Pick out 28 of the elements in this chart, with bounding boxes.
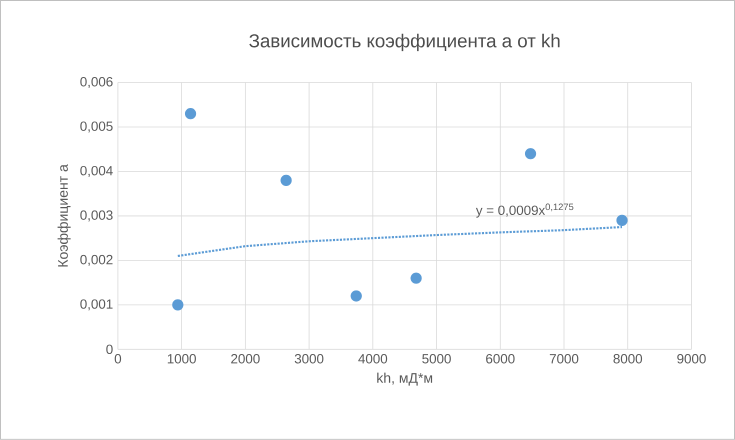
point [184,108,196,120]
x-tick-label: 7000 [550,354,578,364]
x-tick-label: 6000 [486,354,515,364]
x-tick-label: 8000 [613,354,642,364]
x-tick-label: 2000 [231,354,260,364]
point [410,272,422,284]
x-tick-label: 5000 [422,354,451,364]
x-tick-label: 4000 [358,354,388,364]
y-tick-label: 0 [106,344,113,354]
point [524,148,536,160]
y-tick-label: 0,004 [80,166,113,178]
y-tick-label: 0,002 [80,254,113,266]
y-tick-label: 0,003 [80,210,113,222]
point [616,214,628,226]
y-tick-label: 0,006 [80,77,113,88]
x-tick-label: 1000 [168,354,196,364]
y-tick-label: 0,001 [80,299,113,310]
chart-title: Зависимость коэффициента а от kh [249,34,560,52]
y-axis-title: Коэффициент а [58,164,71,267]
point [280,174,292,186]
x-tick-label: 3000 [294,354,324,364]
point [172,299,184,311]
x-axis-title: kh, мД*м [377,372,432,386]
y-tick-label: 0,005 [80,122,113,133]
x-tick-label: 0 [114,354,122,364]
annotation: y = 0,0009x$^{0,1275}$ [476,204,574,218]
point [350,290,362,302]
x-tick-label: 9000 [677,354,706,364]
